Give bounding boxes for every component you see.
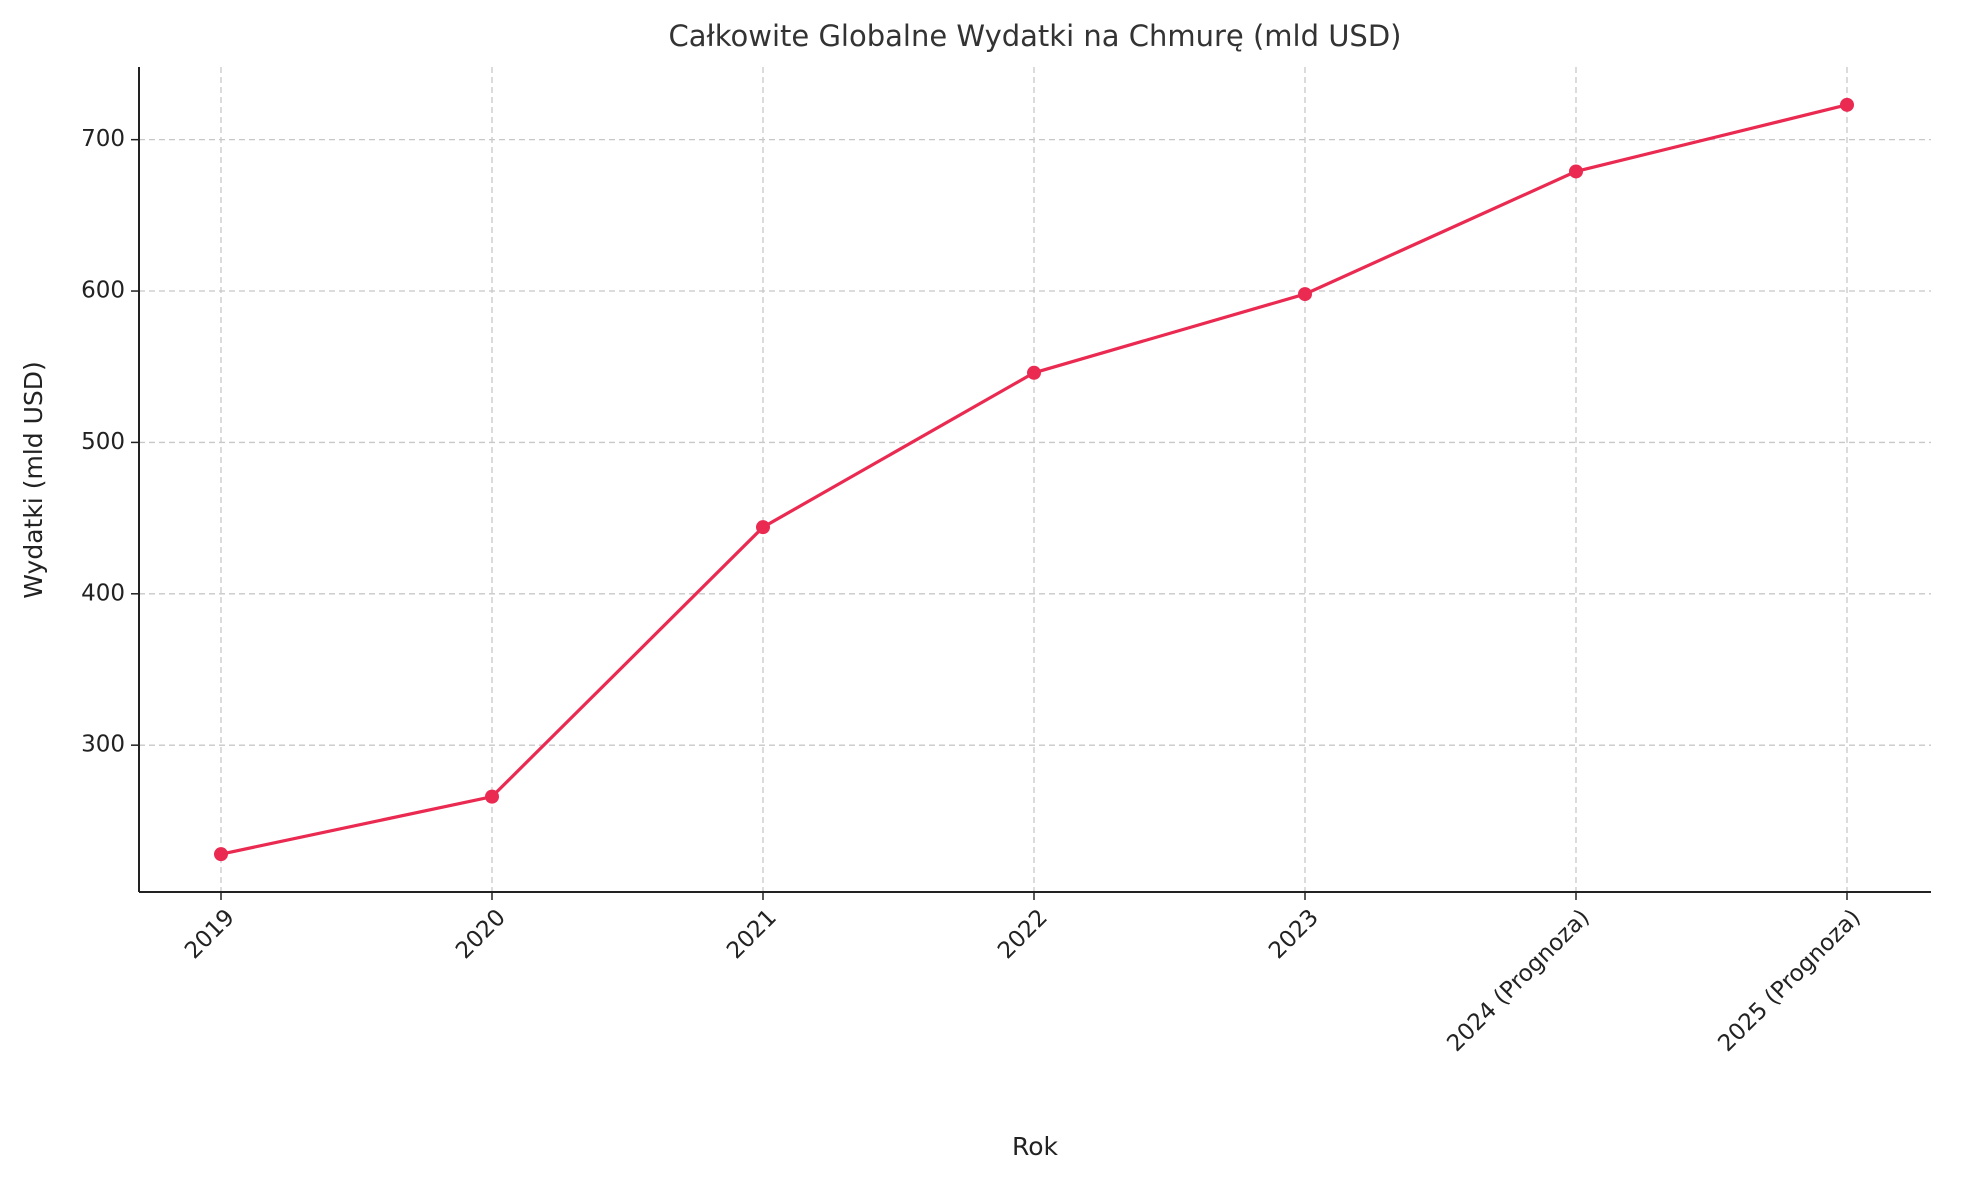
x-tick-label: 2022	[993, 904, 1053, 964]
y-tick-label: 300	[81, 732, 125, 758]
y-tick-label: 700	[81, 126, 125, 152]
y-tick-label: 400	[81, 580, 125, 606]
data-point	[1569, 164, 1583, 179]
data-point	[1027, 365, 1041, 380]
x-tick-label: 2025 (Prognoza)	[1713, 904, 1866, 1057]
data-point	[1840, 97, 1854, 112]
x-tick-label: 2021	[722, 904, 782, 964]
x-tick-label: 2019	[180, 904, 240, 964]
data-point	[485, 789, 499, 804]
x-tick-label: 2023	[1264, 904, 1324, 964]
y-tick-label: 500	[81, 429, 125, 455]
chart-title: Całkowite Globalne Wydatki na Chmurę (ml…	[668, 19, 1401, 53]
data-point	[1298, 287, 1312, 302]
x-axis-label: Rok	[1012, 1132, 1059, 1161]
data-point	[214, 847, 228, 862]
x-tick-label: 2024 (Prognoza)	[1442, 904, 1595, 1057]
x-tick-label: 2020	[451, 904, 511, 964]
data-point	[756, 520, 770, 535]
y-tick-label: 600	[81, 278, 125, 304]
y-axis-label: Wydatki (mld USD)	[19, 361, 48, 598]
